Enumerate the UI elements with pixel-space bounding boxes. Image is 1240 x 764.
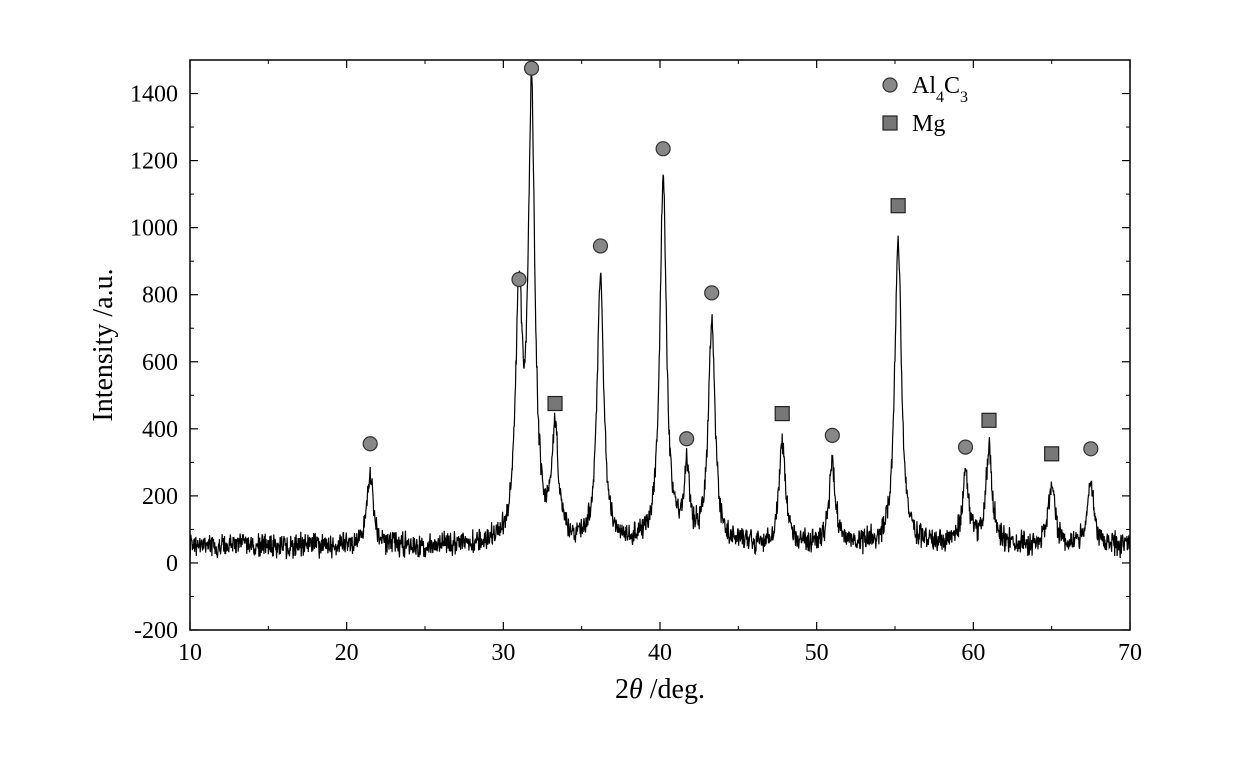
xrd-plot: -200 0 200 400 600 800 1000 1200 1400 10 20 30 40 50 6… — [70, 30, 1170, 730]
svg-text:200: 200 — [142, 484, 178, 510]
svg-text:0: 0 — [166, 551, 178, 577]
peak-marker-al4c3 — [680, 432, 694, 446]
svg-text:30: 30 — [491, 640, 515, 666]
svg-text:60: 60 — [961, 640, 985, 666]
legend-label-mg: Mg — [912, 111, 945, 137]
svg-text:1200: 1200 — [130, 149, 178, 175]
peak-marker-mg — [548, 397, 562, 411]
peak-marker-mg — [775, 407, 789, 421]
peak-marker-al4c3 — [1084, 442, 1098, 456]
peak-marker-al4c3 — [825, 428, 839, 442]
svg-text:50: 50 — [805, 640, 829, 666]
y-axis-label: Intensity /a.u. — [88, 268, 119, 421]
svg-text:1000: 1000 — [130, 216, 178, 242]
legend-label-al4c3: Al4C3 — [912, 73, 968, 106]
peak-marker-al4c3 — [959, 440, 973, 454]
peak-marker-al4c3 — [593, 239, 607, 253]
peak-marker-al4c3 — [705, 286, 719, 300]
peak-marker-mg — [982, 413, 996, 427]
svg-text:1400: 1400 — [130, 82, 178, 108]
svg-text:600: 600 — [142, 350, 178, 376]
peak-marker-al4c3 — [512, 272, 526, 286]
peak-marker-al4c3 — [525, 61, 539, 75]
svg-text:70: 70 — [1118, 640, 1142, 666]
svg-text:20: 20 — [335, 640, 359, 666]
peak-marker-mg — [891, 199, 905, 213]
xrd-chart-container: -200 0 200 400 600 800 1000 1200 1400 10 20 30 40 50 6… — [70, 30, 1170, 730]
svg-text:800: 800 — [142, 283, 178, 309]
svg-text:10: 10 — [178, 640, 202, 666]
svg-text:-200: -200 — [134, 618, 178, 644]
x-axis-label: 2θ /deg. — [615, 674, 705, 705]
legend: Al4C3 Mg — [883, 73, 968, 137]
peak-marker-al4c3 — [656, 142, 670, 156]
svg-text:40: 40 — [648, 640, 672, 666]
peak-marker-mg — [1045, 447, 1059, 461]
peak-marker-al4c3 — [363, 437, 377, 451]
svg-text:400: 400 — [142, 417, 178, 443]
